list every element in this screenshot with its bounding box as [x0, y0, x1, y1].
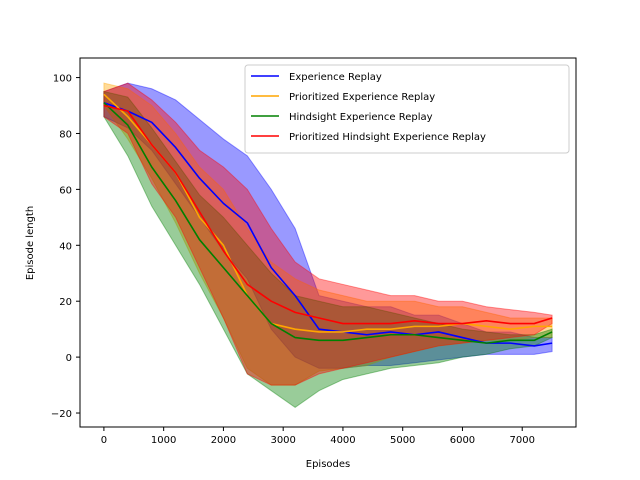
y-axis-ticks: −20 0 20 40 60 80 100	[51, 74, 80, 420]
x-tick-label: 0	[101, 435, 107, 446]
legend: Experience Replay Prioritized Experience …	[244, 64, 570, 154]
x-tick-label: 2000	[211, 435, 236, 446]
legend-box	[244, 64, 570, 154]
series-lines	[103, 93, 553, 347]
x-axis-ticks: 0 1000 2000 3000 4000 5000 6000 7000	[101, 427, 535, 446]
y-tick-label: 60	[59, 185, 72, 196]
confidence-bands	[103, 82, 553, 409]
y-tick-label: 80	[59, 129, 72, 140]
x-tick-label: 3000	[270, 435, 295, 446]
hindsight-experience-replay-band	[103, 90, 553, 409]
x-tick-label: 4000	[330, 435, 355, 446]
x-tick-label: 6000	[450, 435, 475, 446]
axes-frame	[79, 57, 577, 428]
x-tick-label: 5000	[390, 435, 415, 446]
prioritized-hindsight-experience-replay-line	[103, 104, 553, 325]
y-axis-label: Episode length	[25, 206, 36, 280]
hindsight-experience-replay-line	[103, 102, 553, 344]
y-tick-label: 100	[53, 74, 72, 85]
prioritized-experience-replay-band	[103, 82, 553, 386]
prioritized-hindsight-experience-replay-band	[103, 82, 553, 386]
x-tick-label: 7000	[509, 435, 534, 446]
y-tick-label: −20	[51, 409, 72, 420]
experience-replay-band	[103, 82, 553, 369]
y-tick-label: 40	[59, 241, 72, 252]
y-tick-label: 0	[66, 353, 72, 364]
x-axis-label: Episodes	[306, 459, 350, 470]
legend-label-prioritized-hindsight-experience-replay: Prioritized Hindsight Experience Replay	[289, 132, 486, 143]
legend-label-prioritized-experience-replay: Prioritized Experience Replay	[289, 92, 435, 103]
legend-label-experience-replay: Experience Replay	[289, 72, 382, 83]
legend-label-hindsight-experience-replay: Hindsight Experience Replay	[289, 112, 433, 123]
y-tick-label: 20	[59, 297, 72, 308]
x-tick-label: 1000	[151, 435, 176, 446]
